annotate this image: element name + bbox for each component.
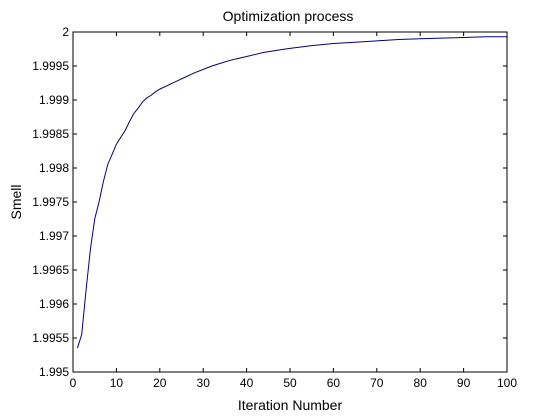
chart-title: Optimization process bbox=[223, 8, 354, 24]
x-tick-label: 100 bbox=[497, 376, 517, 390]
x-tick-label: 0 bbox=[70, 376, 77, 390]
y-tick-label: 1.9955 bbox=[32, 331, 69, 345]
x-tick-label: 20 bbox=[153, 376, 167, 390]
x-tick-label: 30 bbox=[197, 376, 211, 390]
y-tick-label: 1.995 bbox=[39, 365, 69, 379]
plot-area bbox=[73, 32, 507, 372]
x-tick-label: 90 bbox=[457, 376, 471, 390]
y-tick-label: 1.9985 bbox=[32, 127, 69, 141]
y-axis-title: Smell bbox=[8, 184, 24, 219]
y-tick-label: 1.998 bbox=[39, 161, 69, 175]
y-tick-label: 1.9995 bbox=[32, 59, 69, 73]
y-tick-label: 2 bbox=[62, 25, 69, 39]
x-tick-label: 10 bbox=[110, 376, 124, 390]
x-tick-label: 60 bbox=[327, 376, 341, 390]
x-tick-label: 50 bbox=[283, 376, 297, 390]
y-tick-label: 1.999 bbox=[39, 93, 69, 107]
y-tick-label: 1.9965 bbox=[32, 263, 69, 277]
y-tick-label: 1.997 bbox=[39, 229, 69, 243]
y-tick-label: 1.996 bbox=[39, 297, 69, 311]
x-axis-title: Iteration Number bbox=[238, 397, 343, 413]
x-tick-label: 70 bbox=[370, 376, 384, 390]
x-tick-label: 40 bbox=[240, 376, 254, 390]
x-tick-label: 80 bbox=[414, 376, 428, 390]
y-tick-label: 1.9975 bbox=[32, 195, 69, 209]
